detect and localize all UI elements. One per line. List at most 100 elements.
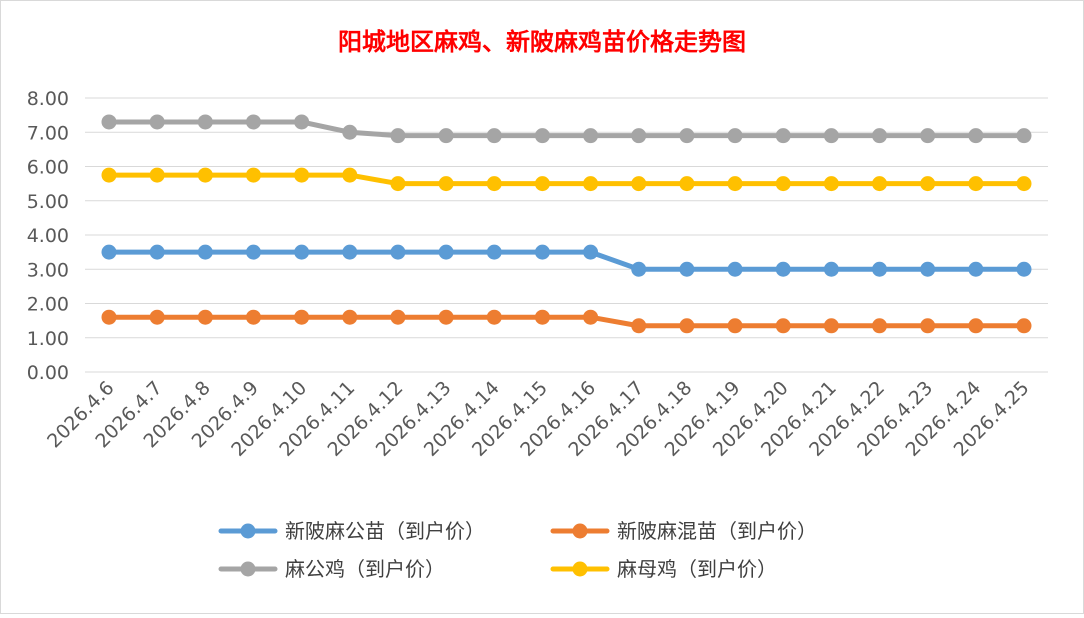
data-point	[101, 309, 117, 325]
data-point	[486, 128, 502, 144]
data-point	[197, 244, 213, 260]
data-point	[968, 176, 984, 192]
data-point	[101, 167, 117, 183]
legend-item: 新陂麻混苗（到户价）	[550, 519, 817, 543]
legend-label: 麻母鸡（到户价）	[617, 557, 777, 581]
legend-swatch-marker	[240, 523, 256, 539]
legend-swatch-marker	[572, 561, 588, 577]
data-point	[438, 244, 454, 260]
legend-item: 麻母鸡（到户价）	[550, 557, 777, 581]
data-point	[486, 309, 502, 325]
data-point	[534, 176, 550, 192]
data-point	[245, 114, 261, 130]
data-point	[872, 318, 888, 334]
data-point	[245, 167, 261, 183]
data-point	[342, 309, 358, 325]
data-point	[631, 176, 647, 192]
data-point	[342, 167, 358, 183]
series-line	[106, 172, 1027, 187]
data-point	[968, 128, 984, 144]
data-point	[727, 261, 743, 277]
data-point	[631, 318, 647, 334]
data-point	[197, 167, 213, 183]
y-tick-label: 3.00	[27, 259, 69, 281]
series-line	[106, 249, 1027, 272]
y-tick-label: 4.00	[27, 225, 69, 247]
data-point	[920, 318, 936, 334]
data-point	[149, 114, 165, 130]
y-axis-ticks: 0.00 1.00 2.00 3.00 4.00 5.00 6.00 7.00 8.00	[27, 88, 69, 384]
data-point	[920, 261, 936, 277]
data-point	[679, 176, 695, 192]
data-point	[583, 244, 599, 260]
data-point	[775, 128, 791, 144]
legend-item: 新陂麻公苗（到户价）	[218, 519, 485, 543]
data-point	[823, 318, 839, 334]
data-point	[486, 244, 502, 260]
chart-title: 阳城地区麻鸡、新陂麻鸡苗价格走势图	[338, 28, 746, 56]
data-point	[727, 176, 743, 192]
data-point	[534, 309, 550, 325]
data-point	[390, 128, 406, 144]
data-point	[775, 176, 791, 192]
data-point	[631, 128, 647, 144]
data-point	[149, 309, 165, 325]
legend-swatch-marker	[240, 561, 256, 577]
data-point	[438, 128, 454, 144]
data-point	[968, 261, 984, 277]
data-point	[197, 114, 213, 130]
data-point	[101, 244, 117, 260]
series-line	[106, 314, 1027, 329]
data-point	[294, 244, 310, 260]
series-lines	[101, 114, 1032, 334]
data-point	[438, 309, 454, 325]
data-point	[149, 244, 165, 260]
data-point	[1016, 261, 1032, 277]
data-point	[583, 128, 599, 144]
data-point	[920, 128, 936, 144]
y-tick-label: 8.00	[27, 88, 69, 110]
data-point	[679, 318, 695, 334]
series-4	[101, 167, 1032, 192]
data-point	[1016, 318, 1032, 334]
data-point	[872, 128, 888, 144]
gridlines	[85, 97, 1048, 373]
data-point	[438, 176, 454, 192]
y-tick-label: 0.00	[27, 362, 69, 384]
x-axis-ticks: 2026.4.62026.4.72026.4.82026.4.92026.4.1…	[43, 377, 1033, 461]
legend-label: 麻公鸡（到户价）	[285, 557, 445, 581]
data-point	[390, 309, 406, 325]
data-point	[245, 244, 261, 260]
data-point	[872, 176, 888, 192]
data-point	[583, 309, 599, 325]
y-tick-label: 6.00	[27, 157, 69, 179]
data-point	[631, 261, 647, 277]
data-point	[342, 124, 358, 140]
series-1	[101, 244, 1032, 277]
data-point	[872, 261, 888, 277]
data-point	[294, 114, 310, 130]
series-3	[101, 114, 1032, 144]
data-point	[823, 128, 839, 144]
series-2	[101, 309, 1032, 334]
data-point	[823, 176, 839, 192]
data-point	[1016, 176, 1032, 192]
data-point	[679, 261, 695, 277]
data-point	[101, 114, 117, 130]
data-point	[486, 176, 502, 192]
y-tick-label: 2.00	[27, 294, 69, 316]
data-point	[245, 309, 261, 325]
data-point	[534, 128, 550, 144]
data-point	[1016, 128, 1032, 144]
data-point	[197, 309, 213, 325]
data-point	[342, 244, 358, 260]
y-tick-label: 1.00	[27, 328, 69, 350]
data-point	[727, 128, 743, 144]
data-point	[775, 318, 791, 334]
legend: 新陂麻公苗（到户价） 新陂麻混苗（到户价） 麻公鸡（到户价） 麻母鸡（到户价）	[218, 519, 817, 581]
data-point	[149, 167, 165, 183]
data-point	[583, 176, 599, 192]
y-tick-label: 5.00	[27, 191, 69, 213]
